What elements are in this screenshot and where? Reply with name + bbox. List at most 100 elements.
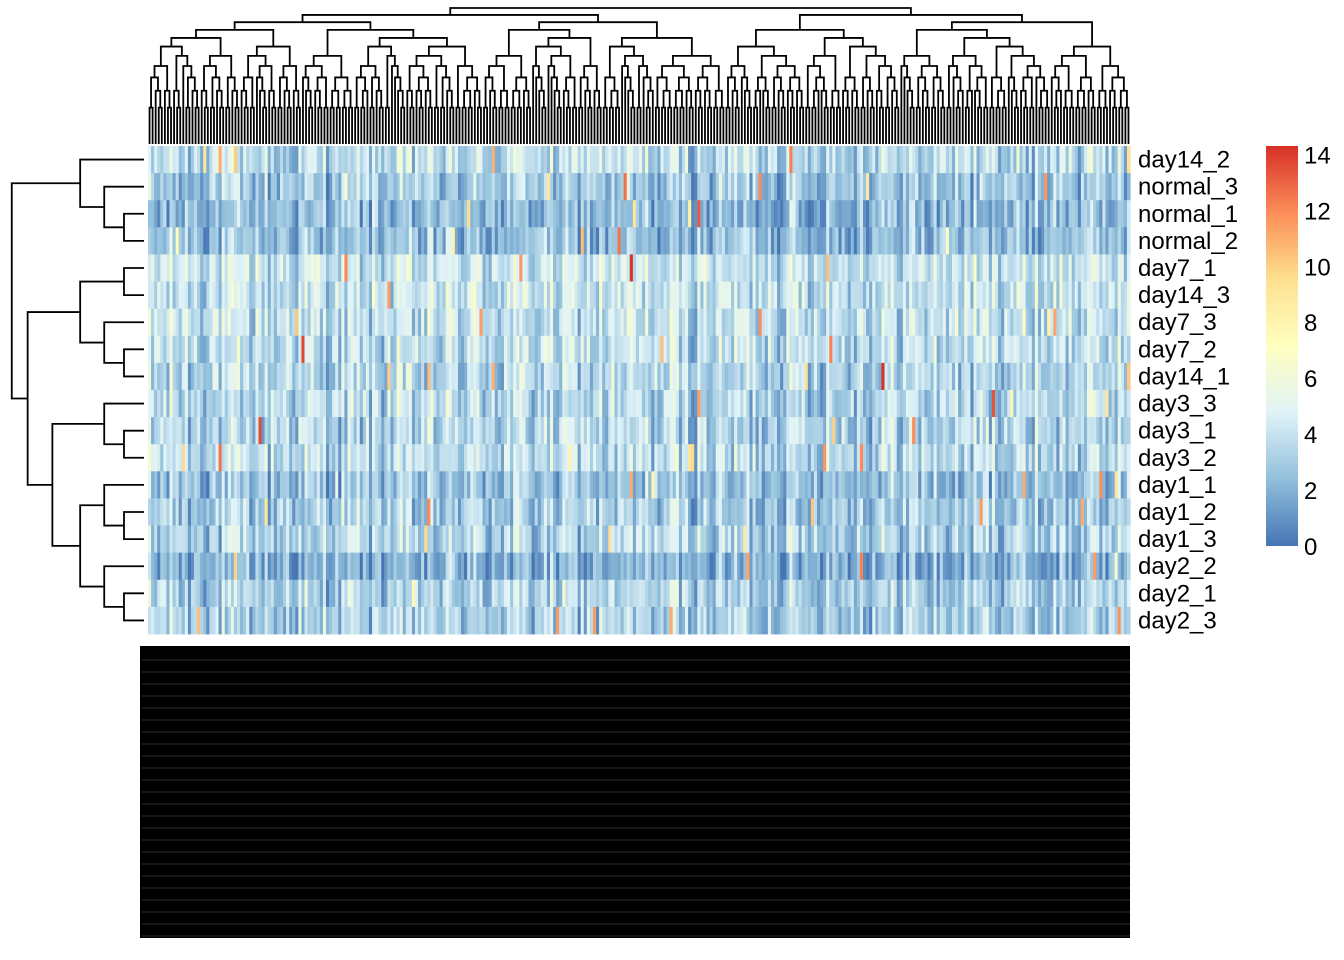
- heatmap-cell: [629, 471, 634, 499]
- row-dendrogram-branch: [123, 429, 144, 459]
- heatmap-cell: [399, 173, 404, 201]
- heatmap-cell: [197, 417, 201, 445]
- heatmap-cell: [1034, 281, 1039, 310]
- heatmap-cell: [783, 362, 787, 391]
- heatmap-cell: [844, 444, 849, 472]
- heatmap-cell: [577, 254, 582, 282]
- heatmap-cell: [688, 281, 692, 310]
- heatmap-cell: [436, 417, 441, 445]
- heatmap-cell: [758, 308, 763, 337]
- heatmap-cell: [322, 498, 327, 526]
- heatmap-cell: [384, 227, 388, 255]
- heatmap-cell: [945, 471, 950, 499]
- column-dendrogram-branch: [789, 76, 801, 91]
- heatmap-cell: [473, 254, 477, 282]
- heatmap-cell: [488, 498, 493, 526]
- heatmap-cell: [1093, 498, 1097, 526]
- heatmap-cell: [602, 335, 606, 364]
- heatmap-cell: [322, 281, 327, 310]
- heatmap-cell: [209, 362, 214, 391]
- heatmap-cell: [642, 525, 646, 554]
- heatmap-cell: [1123, 281, 1128, 310]
- heatmap-cell: [884, 335, 889, 364]
- heatmap-cell: [599, 444, 603, 472]
- heatmap-cell: [1062, 498, 1067, 526]
- heatmap-cell: [583, 498, 588, 526]
- heatmap-cell: [645, 173, 649, 201]
- column-dendrogram-branch: [1063, 106, 1068, 144]
- heatmap-cell: [1053, 417, 1057, 445]
- heatmap-cell: [988, 146, 993, 174]
- heatmap-cell: [350, 308, 355, 337]
- heatmap-cell: [430, 173, 434, 201]
- heatmap-cell: [148, 525, 152, 554]
- heatmap-cell: [626, 281, 631, 310]
- column-dendrogram-branch: [176, 106, 182, 144]
- column-dendrogram-branch: [455, 106, 461, 144]
- heatmap-cell: [672, 308, 677, 337]
- column-dendrogram-branch: [326, 28, 415, 56]
- heatmap-cell: [847, 471, 852, 499]
- heatmap-cell: [522, 390, 527, 418]
- heatmap-cell: [316, 146, 321, 174]
- heatmap-cell: [685, 308, 689, 337]
- heatmap-cell: [721, 444, 726, 472]
- heatmap-cell: [387, 498, 392, 526]
- heatmap-cell: [859, 254, 864, 282]
- heatmap-cell: [749, 444, 754, 472]
- heatmap-cell: [151, 308, 155, 337]
- heatmap-cell: [209, 254, 214, 282]
- heatmap-cell: [666, 308, 671, 337]
- heatmap-cell: [319, 281, 324, 310]
- heatmap-cell: [905, 281, 910, 310]
- heatmap-cell: [534, 417, 539, 445]
- heatmap-cell: [249, 390, 253, 418]
- heatmap-cell: [332, 335, 336, 364]
- heatmap-cell: [240, 498, 244, 526]
- heatmap-cell: [178, 471, 183, 499]
- heatmap-cell: [795, 173, 800, 201]
- heatmap-cell: [783, 335, 787, 364]
- heatmap-cell: [666, 525, 671, 554]
- heatmap-cell: [224, 335, 229, 364]
- column-dendrogram-branch: [153, 65, 169, 91]
- heatmap-cell: [292, 471, 296, 499]
- heatmap-cell: [565, 444, 570, 472]
- heatmap-cell: [1123, 146, 1128, 174]
- heatmap-cell: [1123, 227, 1128, 255]
- heatmap-cell: [160, 173, 164, 201]
- heatmap-cell: [930, 281, 935, 310]
- heatmap-cell: [1093, 444, 1097, 472]
- column-dendrogram-branch: [323, 106, 329, 144]
- column-dendrogram-branch: [780, 106, 786, 144]
- heatmap-cell: [927, 390, 932, 418]
- heatmap-cell: [289, 227, 293, 255]
- heatmap-cell: [540, 390, 545, 418]
- column-dendrogram-branch: [449, 106, 455, 144]
- heatmap-cell: [399, 471, 404, 499]
- heatmap-cell: [835, 254, 840, 282]
- heatmap-cell: [872, 335, 876, 364]
- heatmap-cell: [233, 227, 238, 255]
- column-dendrogram-branch: [1101, 65, 1120, 91]
- heatmap-cell: [203, 281, 207, 310]
- heatmap-cell: [829, 417, 833, 445]
- heatmap-cell: [856, 227, 861, 255]
- heatmap-cell: [844, 417, 849, 445]
- heatmap-cell: [316, 498, 321, 526]
- heatmap-cell: [1007, 444, 1011, 472]
- heatmap-cell: [651, 281, 655, 310]
- heatmap-cell: [599, 417, 603, 445]
- column-dendrogram-branch: [1073, 45, 1112, 67]
- heatmap-cell: [166, 362, 171, 391]
- heatmap-cell: [430, 362, 434, 391]
- heatmap-cell: [835, 444, 840, 472]
- heatmap-cell: [737, 498, 741, 526]
- heatmap-cell: [596, 254, 600, 282]
- heatmap-cell: [368, 362, 373, 391]
- heatmap-cell: [752, 498, 757, 526]
- heatmap-cell: [964, 471, 968, 499]
- heatmap-cell: [807, 308, 812, 337]
- column-dendrogram-branch: [578, 106, 584, 144]
- heatmap-cell: [985, 335, 990, 364]
